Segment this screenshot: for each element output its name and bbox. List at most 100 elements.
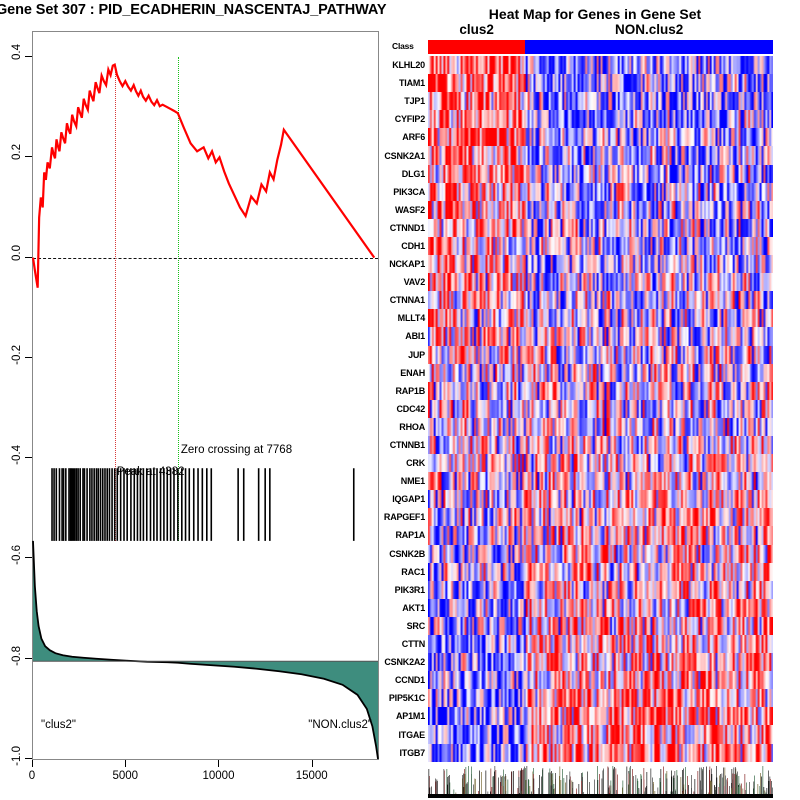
heatmap-row-cells [428, 164, 773, 183]
class-row-label: Class [392, 41, 414, 51]
heatmap-row: KLHL20 [392, 56, 773, 75]
gene-label-ccnd1: CCND1 [394, 675, 425, 686]
heatmap-row-cells [428, 92, 773, 111]
y-axis-tick-label: 0.0 [11, 244, 23, 261]
y-axis-tick-label: 0.2 [11, 144, 23, 161]
gene-label-pik3ca: PIK3CA [393, 186, 425, 197]
y-axis-tick-label: -0.8 [11, 645, 23, 666]
gene-label-csnk2a1: CSNK2A1 [384, 150, 425, 161]
gene-label-rac1: RAC1 [401, 566, 425, 577]
heatmap-row-cells [428, 417, 773, 436]
heatmap-row: TIAM1 [399, 74, 773, 93]
heatmap-row: SRC [407, 616, 773, 635]
heatmap-row: PIP5K1C [389, 689, 773, 708]
gene-label-klhl20: KLHL20 [392, 60, 425, 71]
heatmap-row: RHOA [399, 417, 773, 436]
heatmap-row-cells [428, 218, 773, 237]
heatmap-row: IQGAP1 [392, 490, 773, 509]
gene-label-nme1: NME1 [400, 476, 425, 487]
heatmap-row-cells [428, 236, 773, 256]
phenotype-label-right: "NON.clus2" [308, 719, 372, 732]
x-axis-tick [125, 760, 127, 767]
gene-label-itgb7: ITGB7 [399, 747, 425, 758]
heatmap-row: CYFIP2 [395, 110, 773, 129]
zero-reference-line [33, 257, 378, 259]
heatmap-row-cells [428, 182, 773, 201]
class-label-non-clus2: NON.clus2 [615, 22, 684, 37]
heatmap-row: ABI1 [405, 327, 773, 346]
heatmap-row-cells [428, 544, 773, 563]
x-axis-tick-label: 10000 [202, 770, 235, 782]
heatmap-row-cells [428, 526, 773, 545]
heatmap-row-cells [428, 580, 773, 599]
heatmap-row: TJP1 [404, 92, 773, 111]
gene-label-akt1: AKT1 [402, 602, 425, 613]
gene-label-src: SRC [406, 620, 426, 631]
heatmap-row-cells [428, 128, 773, 147]
heatmap-row-cells [428, 345, 773, 364]
heatmap-row: VAV2 [404, 273, 773, 292]
y-axis-tick-label: -0.2 [11, 344, 23, 365]
gsea-plot-title: Gene Set 307 : PID_ECADHERIN_NASCENTAJ_P… [0, 2, 387, 18]
gene-label-csnk2a2: CSNK2A2 [384, 657, 425, 668]
gene-label-cttn: CTTN [401, 639, 425, 650]
phenotype-label-left: "clus2" [41, 719, 77, 732]
gene-label-tiam1: TIAM1 [398, 78, 425, 89]
x-axis-tick-label: 0 [28, 770, 36, 782]
heatmap-row-cells [428, 291, 773, 310]
heatmap-row: ENAH [400, 363, 773, 382]
zero-crossing-annotation: Zero crossing at 7768 [180, 443, 293, 456]
heatmap-row-cells [428, 363, 773, 382]
heatmap-row-cells [428, 435, 773, 455]
heatmap-row-cells [428, 56, 773, 75]
heatmap-row: CSNK2B [389, 544, 773, 563]
es-line [31, 62, 376, 288]
gene-label-vav2: VAV2 [403, 277, 426, 288]
zero-crossing-vertical-line [177, 57, 179, 541]
gene-label-ctnnb1: CTNNB1 [389, 440, 426, 451]
peak-annotation: Peak at 4382 [116, 466, 185, 479]
heatmap-row-cells [428, 598, 773, 617]
heatmap-expression-grid: KLHL20 TIAM1 TJP1 CYFIP2 ARF6 CSNK2A1 DLG1 PIK3… [384, 56, 773, 762]
heatmap-row-cells [428, 490, 773, 509]
heatmap-row: CTNNB1 [390, 435, 773, 455]
heatmap-row-cells [428, 743, 773, 762]
heatmap-row: PIK3R1 [395, 580, 773, 599]
class-segment-non-clus2 [525, 40, 773, 54]
y-axis-tick [25, 457, 32, 459]
gene-label-wasf2: WASF2 [394, 204, 425, 215]
gene-label-pik3r1: PIK3R1 [394, 584, 426, 595]
gene-label-rapgef1: RAPGEF1 [383, 512, 425, 523]
gene-label-jup: JUP [408, 349, 425, 360]
heatmap-row: AP1M1 [396, 707, 773, 726]
gene-label-abi1: ABI1 [405, 331, 425, 342]
x-axis: 0 5000 10000 15000 [28, 760, 380, 800]
sample-name-strip [428, 762, 773, 798]
y-axis-tick-label: -0.4 [11, 445, 23, 465]
gene-label-ap1m1: AP1M1 [395, 711, 425, 722]
x-axis-tick [218, 760, 220, 767]
y-axis-tick-label: -0.6 [11, 545, 23, 566]
y-axis-tick [25, 56, 32, 58]
heatmap-row: CTNND1 [390, 218, 773, 237]
heatmap-row-cells [428, 146, 773, 165]
heatmap-row: NME1 [401, 472, 773, 491]
enrichment-score-curve [31, 62, 376, 288]
gene-label-iqgap1: IQGAP1 [392, 494, 425, 505]
heatmap-row-cells [428, 110, 773, 129]
heatmap-row-cells [428, 725, 773, 744]
y-axis-tick [25, 256, 32, 258]
heatmap-title: Heat Map for Genes in Gene Set [488, 6, 702, 22]
gene-label-cyfip2: CYFIP2 [394, 114, 426, 125]
heatmap-row-cells [428, 508, 773, 527]
gsea-plot-area: Zero crossing at 7768 Peak at 4382 "clus… [31, 31, 379, 760]
gene-label-cdc42: CDC42 [396, 403, 425, 414]
heatmap-row: CDC42 [396, 399, 773, 418]
heatmap-row: CTNNA1 [390, 291, 773, 310]
heatmap-row: ITGAE [398, 725, 773, 744]
gene-label-arf6: ARF6 [402, 132, 425, 143]
heatmap-row: DLG1 [402, 164, 773, 183]
heatmap-row: RAP1A [395, 526, 773, 545]
heatmap-row-cells [428, 309, 773, 328]
heatmap-row: JUP [408, 345, 773, 364]
